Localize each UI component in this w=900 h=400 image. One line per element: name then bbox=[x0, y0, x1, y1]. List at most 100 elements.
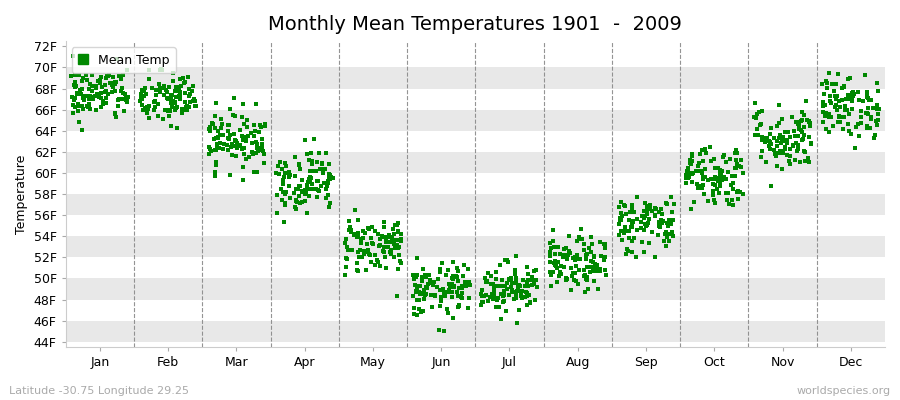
Point bbox=[530, 284, 544, 290]
Point bbox=[830, 107, 844, 114]
Point bbox=[528, 297, 543, 303]
Point bbox=[64, 73, 78, 79]
Point bbox=[787, 142, 801, 149]
Point bbox=[362, 226, 376, 232]
Point bbox=[614, 216, 628, 223]
Point bbox=[356, 235, 370, 242]
Point bbox=[778, 146, 792, 152]
Point bbox=[639, 223, 653, 230]
Point bbox=[69, 91, 84, 97]
Point bbox=[392, 245, 406, 251]
Point bbox=[487, 286, 501, 293]
Point bbox=[338, 264, 353, 270]
Point bbox=[500, 257, 515, 263]
Point bbox=[586, 253, 600, 259]
Point bbox=[115, 96, 130, 102]
Point bbox=[759, 159, 773, 165]
Point bbox=[793, 159, 807, 166]
Point bbox=[797, 112, 812, 118]
Point bbox=[68, 72, 82, 78]
Point bbox=[690, 185, 705, 191]
Point bbox=[724, 182, 738, 188]
Point bbox=[649, 206, 663, 212]
Point bbox=[67, 96, 81, 103]
Point bbox=[714, 177, 728, 184]
Point bbox=[509, 278, 524, 284]
Point bbox=[860, 123, 874, 130]
Point bbox=[525, 282, 539, 288]
Point bbox=[727, 150, 742, 156]
Point bbox=[730, 161, 744, 167]
Point bbox=[209, 162, 223, 168]
Point bbox=[318, 166, 332, 172]
Point bbox=[613, 216, 627, 223]
Point bbox=[106, 84, 121, 90]
Point bbox=[796, 136, 811, 142]
Point bbox=[158, 107, 172, 114]
Point bbox=[662, 238, 677, 244]
Point bbox=[288, 204, 302, 210]
Point bbox=[385, 237, 400, 243]
Point bbox=[762, 138, 777, 145]
Point bbox=[415, 274, 429, 280]
Point bbox=[437, 289, 452, 295]
Point bbox=[726, 186, 741, 192]
Point bbox=[221, 122, 236, 128]
Point bbox=[76, 105, 90, 112]
Point bbox=[712, 190, 726, 196]
Point bbox=[566, 255, 580, 261]
Point bbox=[860, 124, 875, 131]
Point bbox=[588, 261, 602, 268]
Point bbox=[208, 173, 222, 179]
Point bbox=[869, 118, 884, 124]
Point bbox=[113, 88, 128, 95]
Point bbox=[514, 288, 528, 295]
Bar bbox=[66, 278, 885, 300]
Point bbox=[166, 70, 180, 76]
Point bbox=[543, 269, 557, 275]
Point bbox=[834, 96, 849, 103]
Point bbox=[384, 251, 399, 257]
Point bbox=[393, 231, 408, 237]
Point bbox=[516, 277, 530, 283]
Point bbox=[685, 153, 699, 160]
Point bbox=[407, 311, 421, 317]
Point bbox=[871, 116, 886, 123]
Point bbox=[779, 140, 794, 146]
Point bbox=[572, 267, 586, 273]
Point bbox=[167, 100, 182, 106]
Point bbox=[501, 276, 516, 282]
Point bbox=[495, 276, 509, 283]
Point bbox=[162, 112, 176, 119]
Point bbox=[779, 137, 794, 144]
Point bbox=[774, 140, 788, 146]
Point bbox=[120, 96, 134, 102]
Point bbox=[752, 132, 766, 138]
Point bbox=[410, 296, 424, 303]
Point bbox=[802, 159, 816, 165]
Point bbox=[572, 233, 587, 240]
Point bbox=[772, 120, 787, 127]
Point bbox=[641, 220, 655, 226]
Point bbox=[590, 264, 604, 270]
Point bbox=[140, 110, 154, 116]
Point bbox=[85, 88, 99, 95]
Point bbox=[66, 102, 80, 108]
Point bbox=[279, 189, 293, 196]
Point bbox=[117, 108, 131, 114]
Point bbox=[489, 276, 503, 283]
Point bbox=[454, 294, 469, 301]
Point bbox=[653, 218, 668, 225]
Point bbox=[787, 128, 801, 134]
Point bbox=[563, 250, 578, 256]
Point bbox=[772, 132, 787, 138]
Point bbox=[354, 236, 368, 242]
Point bbox=[860, 95, 875, 102]
Point bbox=[629, 254, 643, 260]
Point bbox=[392, 228, 406, 235]
Point bbox=[836, 126, 850, 133]
Point bbox=[775, 116, 789, 122]
Point bbox=[179, 107, 194, 114]
Point bbox=[724, 197, 739, 203]
Point bbox=[294, 198, 309, 205]
